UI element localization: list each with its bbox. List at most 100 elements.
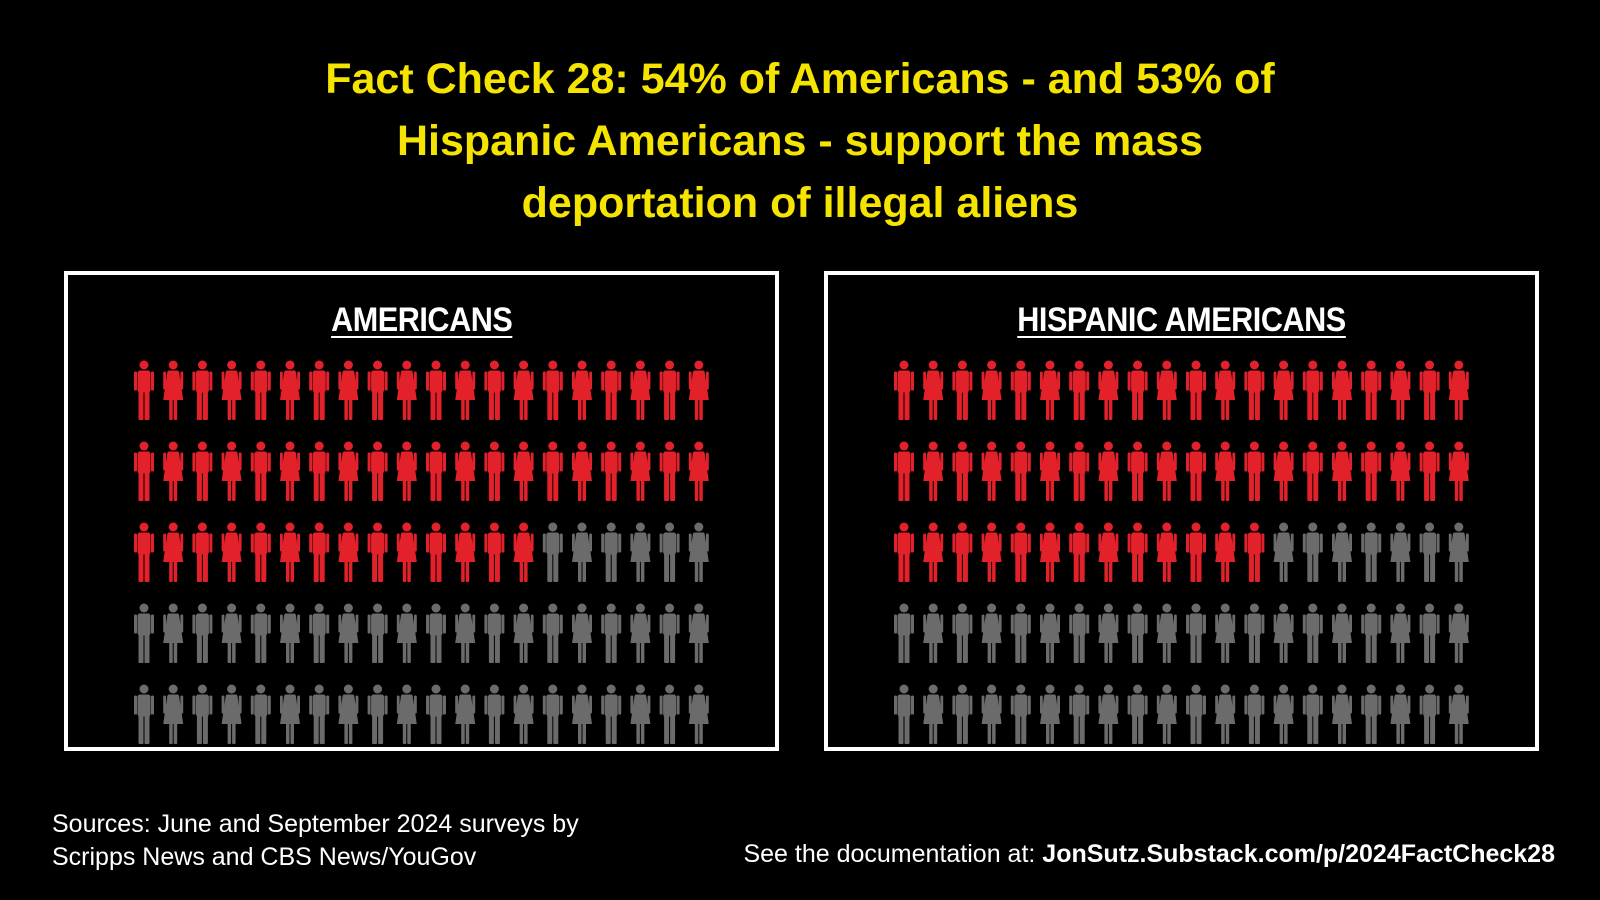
hispanic-americans-woman-icon-82-other: [923, 684, 944, 744]
americans-man-icon-79-other: [659, 603, 680, 663]
hispanic-americans-woman-icon-78-other: [1390, 603, 1411, 663]
americans-woman-icon-2-supports: [163, 360, 184, 420]
americans-man-icon-11-supports: [426, 360, 446, 420]
hispanic-americans-man-icon-13-supports: [1244, 360, 1265, 420]
americans-man-icon-41-supports: [134, 522, 154, 582]
hispanic-americans-man-icon-77-other: [1361, 603, 1382, 663]
hispanic-americans-man-icon-1-supports: [894, 360, 914, 420]
hispanic-americans-woman-icon-6-supports: [1040, 360, 1060, 420]
hispanic-americans-man-icon-33-supports: [1244, 441, 1265, 501]
documentation-link[interactable]: JonSutz.Substack.com/p/2024FactCheck28: [1042, 840, 1555, 868]
hispanic-americans-woman-icon-8-supports: [1098, 360, 1119, 420]
americans-woman-icon-32-supports: [455, 441, 476, 501]
americans-man-icon-75-other: [542, 603, 563, 663]
hispanic-americans-woman-icon-42-supports: [923, 522, 944, 582]
hispanic-americans-man-icon-93-other: [1244, 684, 1265, 744]
hispanic-americans-woman-icon-88-other: [1098, 684, 1119, 744]
hispanic-americans-man-icon-39-supports: [1419, 441, 1440, 501]
americans-man-icon-77-other: [601, 603, 622, 663]
hispanic-americans-man-icon-69-other: [1127, 603, 1148, 663]
title-line-3: deportation of illegal aliens: [521, 179, 1079, 227]
hispanic-americans-woman-icon-66-other: [1040, 603, 1060, 663]
hispanic-americans-man-icon-59-other: [1419, 522, 1440, 582]
americans-woman-icon-84-other: [221, 684, 242, 744]
americans-man-icon-93-other: [484, 684, 505, 744]
americans-woman-icon-80-other: [688, 603, 709, 663]
americans-man-icon-59-other: [659, 522, 680, 582]
americans-woman-icon-40-supports: [688, 441, 709, 501]
sources-note: Sources: June and September 2024 surveys…: [52, 808, 579, 874]
americans-man-icon-45-supports: [250, 522, 271, 582]
hispanic-americans-man-icon-3-supports: [952, 360, 973, 420]
americans-woman-icon-100-other: [688, 684, 709, 744]
americans-woman-icon-66-other: [280, 603, 300, 663]
hispanic-americans-woman-icon-16-supports: [1332, 360, 1352, 420]
americans-woman-icon-54-supports: [513, 522, 534, 582]
americans-panel: AMERICANS: [64, 271, 779, 751]
americans-woman-icon-86-other: [280, 684, 300, 744]
americans-man-icon-83-other: [192, 684, 213, 744]
hispanic-americans-man-icon-19-supports: [1419, 360, 1440, 420]
americans-woman-icon-30-supports: [396, 441, 417, 501]
hispanic-americans-woman-icon-40-supports: [1448, 441, 1469, 501]
hispanic-americans-woman-icon-84-other: [981, 684, 1002, 744]
americans-man-icon-33-supports: [484, 441, 505, 501]
americans-woman-icon-44-supports: [221, 522, 242, 582]
americans-man-icon-1-supports: [134, 360, 154, 420]
americans-woman-icon-96-other: [572, 684, 592, 744]
americans-man-icon-91-other: [426, 684, 446, 744]
hispanic-americans-man-icon-75-other: [1302, 603, 1323, 663]
americans-man-icon-37-supports: [601, 441, 622, 501]
americans-woman-icon-8-supports: [338, 360, 359, 420]
hispanic-americans-woman-icon-24-supports: [981, 441, 1002, 501]
hispanic-americans-man-icon-81-other: [894, 684, 914, 744]
hispanic-americans-woman-icon-86-other: [1040, 684, 1060, 744]
hispanic-americans-man-icon-71-other: [1186, 603, 1206, 663]
hispanic-americans-man-icon-23-supports: [952, 441, 973, 501]
hispanic-americans-man-icon-57-other: [1361, 522, 1382, 582]
hispanic-americans-man-icon-63-other: [952, 603, 973, 663]
americans-woman-icon-64-other: [221, 603, 242, 663]
hispanic-americans-woman-icon-28-supports: [1098, 441, 1119, 501]
hispanic-americans-woman-icon-32-supports: [1215, 441, 1236, 501]
hispanic-americans-man-icon-61-other: [894, 603, 914, 663]
hispanic-americans-woman-icon-36-supports: [1332, 441, 1352, 501]
hispanic-americans-woman-icon-48-supports: [1098, 522, 1119, 582]
americans-woman-icon-18-supports: [630, 360, 651, 420]
hispanic-americans-man-icon-27-supports: [1069, 441, 1090, 501]
americans-woman-icon-34-supports: [513, 441, 534, 501]
americans-woman-icon-28-supports: [338, 441, 359, 501]
americans-woman-icon-98-other: [630, 684, 651, 744]
hispanic-americans-man-icon-37-supports: [1361, 441, 1382, 501]
americans-man-icon-27-supports: [309, 441, 330, 501]
americans-man-icon-85-other: [250, 684, 271, 744]
americans-woman-icon-12-supports: [455, 360, 476, 420]
americans-woman-icon-52-supports: [455, 522, 476, 582]
hispanic-americans-man-icon-67-other: [1069, 603, 1090, 663]
sources-line-2: Scripps News and CBS News/YouGov: [52, 843, 477, 871]
hispanic-americans-man-icon-65-other: [1010, 603, 1031, 663]
americans-man-icon-3-supports: [192, 360, 213, 420]
americans-man-icon-81-other: [134, 684, 154, 744]
hispanic-americans-woman-icon-18-supports: [1390, 360, 1411, 420]
americans-man-icon-97-other: [601, 684, 622, 744]
americans-woman-icon-74-other: [513, 603, 534, 663]
americans-man-icon-15-supports: [542, 360, 563, 420]
americans-woman-icon-90-other: [396, 684, 417, 744]
americans-woman-icon-48-supports: [338, 522, 359, 582]
hispanic-americans-man-icon-17-supports: [1361, 360, 1382, 420]
hispanic-americans-woman-icon-2-supports: [923, 360, 944, 420]
hispanic-americans-man-icon-35-supports: [1302, 441, 1323, 501]
hispanic-americans-woman-icon-30-supports: [1156, 441, 1177, 501]
hispanic-americans-man-icon-83-other: [952, 684, 973, 744]
americans-man-icon-55-other: [542, 522, 563, 582]
hispanic-americans-man-icon-29-supports: [1127, 441, 1148, 501]
hispanic-americans-woman-icon-46-supports: [1040, 522, 1060, 582]
hispanic-americans-man-icon-25-supports: [1010, 441, 1031, 501]
americans-woman-icon-14-supports: [513, 360, 534, 420]
hispanic-americans-man-icon-91-other: [1186, 684, 1206, 744]
americans-man-icon-95-other: [542, 684, 563, 744]
hispanic-americans-woman-icon-4-supports: [981, 360, 1002, 420]
americans-woman-icon-42-supports: [163, 522, 184, 582]
hispanic-americans-man-icon-7-supports: [1069, 360, 1090, 420]
